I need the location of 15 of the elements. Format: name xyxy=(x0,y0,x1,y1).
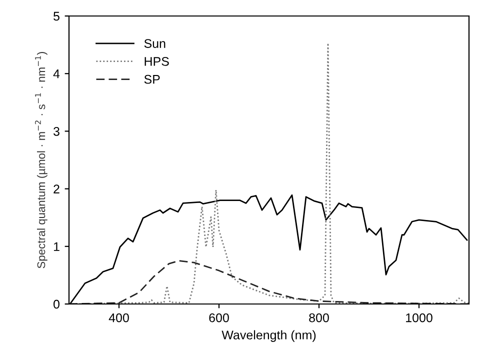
x-axis-title: Wavelength (nm) xyxy=(222,330,316,342)
legend-label: Sun xyxy=(144,39,166,48)
y-tick-label: 3 xyxy=(54,127,60,136)
y-tick-label: 0 xyxy=(54,300,60,309)
x-tick-label: 400 xyxy=(108,313,129,322)
x-tick-label: 600 xyxy=(209,313,229,322)
x-tick-label: 800 xyxy=(309,313,329,322)
y-tick-label: 4 xyxy=(53,70,60,78)
y-tick-label: 1 xyxy=(54,242,60,251)
legend-label: HPS xyxy=(144,57,169,66)
y-tick-label: 5 xyxy=(54,12,60,21)
legend-label: SP xyxy=(144,74,160,84)
y-axis-title: Spectral quantum (µmol · m$^{−2}$ · s$^{−1}$ · nm$^{−1}$) xyxy=(35,52,48,268)
y-tick-label: 2 xyxy=(54,184,60,194)
x-tick-label: 1000 xyxy=(406,313,432,322)
